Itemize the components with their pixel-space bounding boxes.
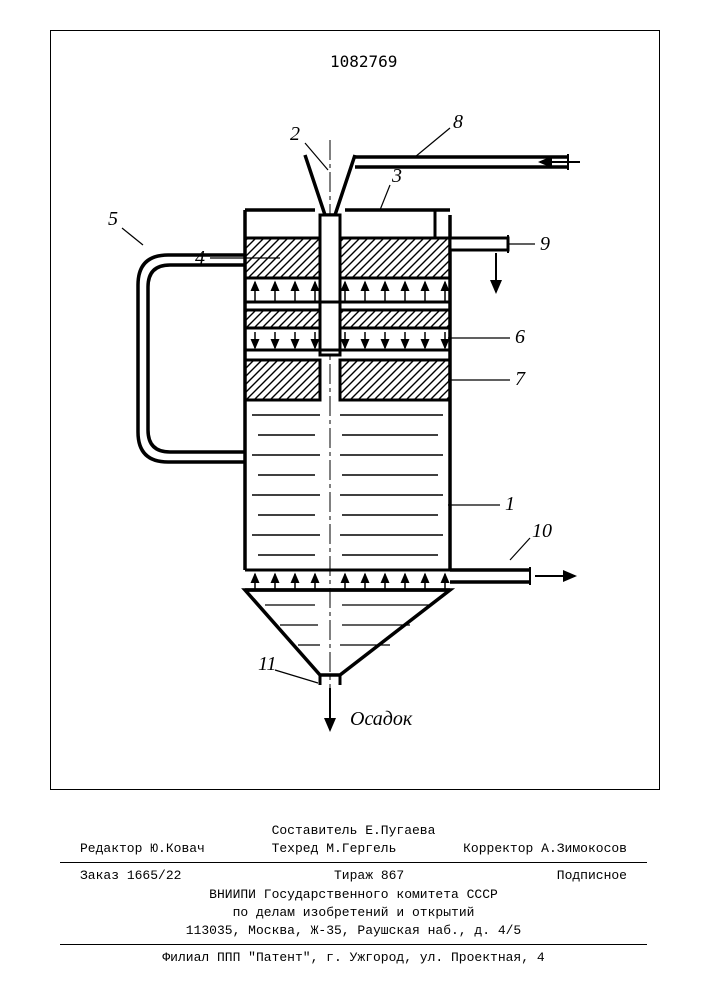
circulation-value: 867	[381, 868, 404, 883]
address: 113035, Москва, Ж-35, Раушская наб., д. …	[0, 922, 707, 940]
corrector-name: А.Зимокосов	[541, 841, 627, 856]
corrector-label: Корректор	[463, 841, 533, 856]
order-value: 1665/22	[127, 868, 182, 883]
label-1: 1	[505, 493, 515, 515]
editor-name: Ю.Ковач	[150, 841, 205, 856]
patent-number: 1082769	[330, 52, 397, 71]
label-6: 6	[515, 326, 525, 348]
label-sediment: Осадок	[350, 708, 413, 730]
order-label: Заказ	[80, 868, 119, 883]
credits-line: Редактор Ю.Ковач Техред М.Гергель Коррек…	[0, 840, 707, 858]
tech-editor-label: Техред	[272, 841, 319, 856]
branch: Филиал ППП "Патент", г. Ужгород, ул. Про…	[0, 949, 707, 967]
label-10: 10	[532, 520, 552, 542]
org-line-1: ВНИИПИ Государственного комитета СССР	[0, 886, 707, 904]
label-4: 4	[195, 247, 205, 269]
order-line: Заказ 1665/22 Тираж 867 Подписное	[0, 867, 707, 885]
label-11: 11	[258, 653, 277, 675]
tech-editor-name: М.Гергель	[326, 841, 396, 856]
label-7: 7	[515, 368, 526, 390]
compiler-label: Составитель	[272, 823, 358, 838]
footer: Составитель Е.Пугаева Редактор Ю.Ковач Т…	[0, 822, 707, 967]
label-5: 5	[108, 208, 118, 230]
label-3: 3	[391, 165, 402, 187]
compiler-line: Составитель Е.Пугаева	[0, 822, 707, 840]
circulation-label: Тираж	[334, 868, 373, 883]
editor-label: Редактор	[80, 841, 142, 856]
subscription: Подписное	[557, 867, 627, 885]
label-8: 8	[453, 111, 463, 133]
label-2: 2	[290, 123, 300, 145]
org-line-2: по делам изобретений и открытий	[0, 904, 707, 922]
technical-diagram: 1 2 3 4 5 6 7 8 9 10 11 Осадок	[80, 110, 630, 750]
label-9: 9	[540, 233, 550, 255]
compiler-name: Е.Пугаева	[365, 823, 435, 838]
